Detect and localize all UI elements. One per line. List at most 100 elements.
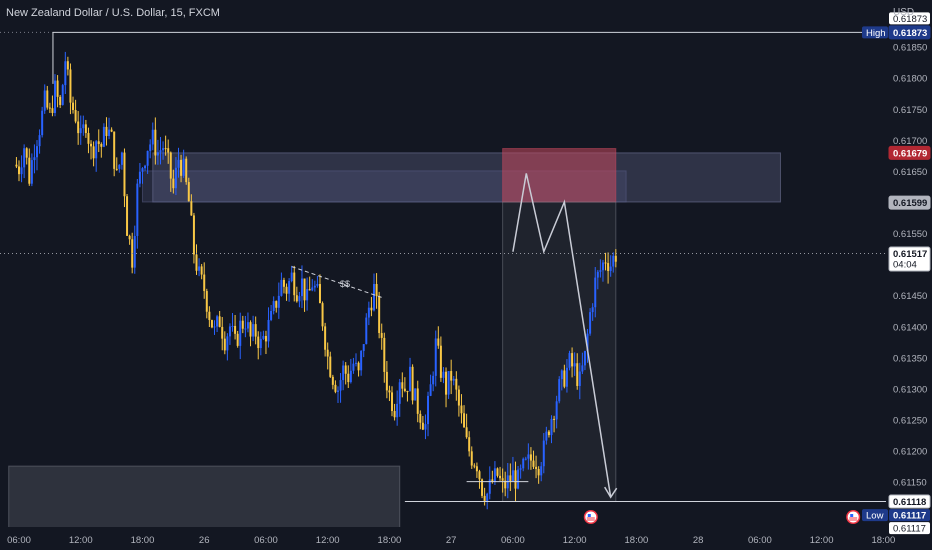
candle — [241, 320, 244, 329]
current-price-tag: 0.61517 — [893, 249, 927, 260]
time-tick-label: 06:00 — [7, 535, 31, 546]
candle — [102, 126, 105, 147]
candle — [30, 160, 33, 184]
candle — [180, 159, 183, 176]
candle — [460, 405, 463, 414]
candle — [380, 333, 383, 338]
candle — [195, 254, 198, 271]
candle — [228, 326, 231, 337]
candle — [388, 390, 391, 393]
candle — [445, 371, 448, 395]
high-price-tag-bg — [888, 25, 931, 40]
candle — [339, 380, 342, 391]
candle — [514, 470, 517, 489]
candle — [64, 61, 67, 86]
time-tick-label: 06:00 — [254, 535, 278, 546]
time-tick-label: 12:00 — [810, 535, 834, 546]
candle — [272, 301, 275, 312]
high-price-top-bg — [889, 12, 930, 25]
candle — [424, 424, 427, 430]
candle — [15, 164, 18, 167]
candle — [59, 96, 62, 105]
candle — [169, 152, 172, 179]
candle — [522, 458, 525, 469]
candle — [306, 289, 309, 301]
candle — [465, 427, 468, 438]
candle — [493, 468, 496, 482]
price-tick-label: 0.61300 — [893, 384, 927, 395]
candle — [499, 475, 502, 479]
candle — [192, 215, 195, 255]
low-label: Low — [866, 511, 884, 522]
candle — [470, 451, 473, 466]
candle — [244, 328, 247, 330]
high-label-bg — [862, 26, 888, 39]
candle — [326, 349, 329, 357]
price-tick-label: 0.61250 — [893, 415, 927, 426]
candle — [367, 307, 370, 318]
candle — [419, 413, 422, 423]
candle — [614, 255, 617, 262]
candle — [216, 316, 219, 327]
candle — [51, 108, 54, 113]
low-price-tag-bg — [889, 509, 930, 522]
candle — [210, 320, 213, 328]
candle — [221, 326, 224, 339]
price-tick-label: 0.61400 — [893, 322, 927, 333]
projection-path — [512, 173, 612, 498]
candle — [589, 312, 592, 334]
candle — [524, 458, 527, 460]
supply-zone-outer — [152, 152, 781, 203]
projection-arrowhead — [604, 486, 618, 499]
candle — [360, 350, 363, 371]
candle — [398, 382, 401, 404]
candle — [77, 121, 80, 134]
zone-top-tag: 0.61679 — [893, 148, 927, 159]
candle — [396, 403, 399, 418]
time-tick-label: 27 — [446, 535, 457, 546]
candle — [604, 262, 607, 264]
time-axis: 06:00 12:00 18:00 26 06:00 12:00 18:00 27 06:00 1… — [0, 527, 895, 550]
price-tick-label: 0.61750 — [893, 105, 927, 116]
price-axis: 0.61850 0.61800 0.61750 0.61700 0.61650 0.615… — [862, 0, 932, 550]
candle — [257, 336, 260, 349]
candle — [414, 388, 417, 401]
price-tick-label: 0.61550 — [893, 229, 927, 240]
candle — [535, 466, 538, 469]
candle — [20, 167, 23, 175]
candle — [573, 363, 576, 367]
candle — [118, 164, 121, 169]
event-flag-icon — [583, 510, 598, 524]
candle — [375, 283, 378, 297]
candle — [452, 378, 455, 381]
candle — [167, 148, 170, 153]
candle — [491, 479, 494, 482]
candle — [370, 307, 373, 311]
candle — [23, 148, 26, 168]
candle — [138, 171, 141, 184]
time-tick-label: 18:00 — [378, 535, 402, 546]
candle — [164, 148, 167, 150]
candle — [583, 351, 586, 366]
candle — [324, 326, 327, 350]
time-tick-label: 12:00 — [316, 535, 340, 546]
candle — [483, 495, 486, 502]
price-tick-label: 0.61200 — [893, 447, 927, 458]
support-price-tag: 0.61118 — [893, 497, 926, 508]
candle — [447, 371, 450, 395]
candle — [18, 166, 20, 175]
candle — [385, 371, 388, 391]
candle — [596, 271, 599, 278]
candle — [288, 281, 291, 294]
candle — [478, 471, 481, 480]
candle — [177, 159, 180, 168]
candle — [38, 135, 41, 147]
candle — [576, 363, 579, 386]
event-flag-icon — [846, 510, 861, 524]
candle — [571, 353, 574, 367]
candle — [213, 326, 216, 328]
candle — [115, 168, 118, 170]
candle — [473, 465, 476, 467]
liquidity-line — [291, 266, 385, 299]
